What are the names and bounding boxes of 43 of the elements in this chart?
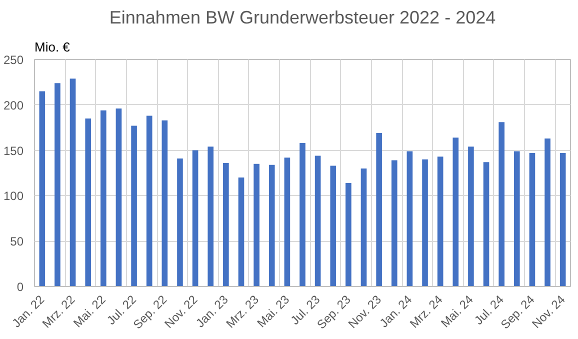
bar — [376, 133, 382, 286]
bar — [192, 150, 198, 286]
bar — [346, 182, 352, 286]
bar — [468, 146, 474, 286]
bar — [146, 116, 152, 286]
y-tick-label: 0 — [16, 280, 24, 294]
bar — [268, 164, 275, 286]
bar — [406, 151, 413, 286]
y-tick-label: 100 — [3, 189, 24, 204]
bar — [85, 118, 92, 286]
bar — [131, 126, 137, 286]
bar — [452, 138, 459, 286]
y-tick-label: 150 — [3, 144, 24, 158]
bar — [514, 151, 520, 286]
bar — [54, 83, 60, 286]
bar — [162, 120, 168, 286]
bar — [498, 122, 504, 286]
bar — [483, 162, 490, 286]
bar — [360, 168, 367, 286]
bar — [391, 160, 398, 286]
bar — [39, 91, 46, 286]
bar — [254, 164, 260, 286]
y-axis-title: Mio. € — [34, 40, 71, 54]
bar — [70, 78, 76, 286]
bar — [422, 159, 428, 286]
bar — [238, 178, 244, 286]
bar — [544, 138, 550, 286]
y-tick-label: 250 — [3, 53, 24, 67]
chart-title: Einnahmen BW Grunderwerbsteuer 2022 - 2024 — [109, 8, 496, 28]
bar — [284, 158, 290, 286]
bar — [100, 110, 106, 286]
y-tick-label: 200 — [3, 98, 24, 112]
bar — [330, 166, 336, 286]
y-tick-label: 50 — [10, 234, 24, 249]
bar — [300, 143, 306, 286]
bar — [529, 153, 536, 286]
bar — [116, 108, 122, 286]
bar — [208, 146, 214, 286]
bar — [314, 156, 321, 286]
bar — [560, 153, 566, 286]
bar — [437, 156, 444, 286]
bar — [177, 158, 183, 286]
bar — [223, 163, 229, 286]
